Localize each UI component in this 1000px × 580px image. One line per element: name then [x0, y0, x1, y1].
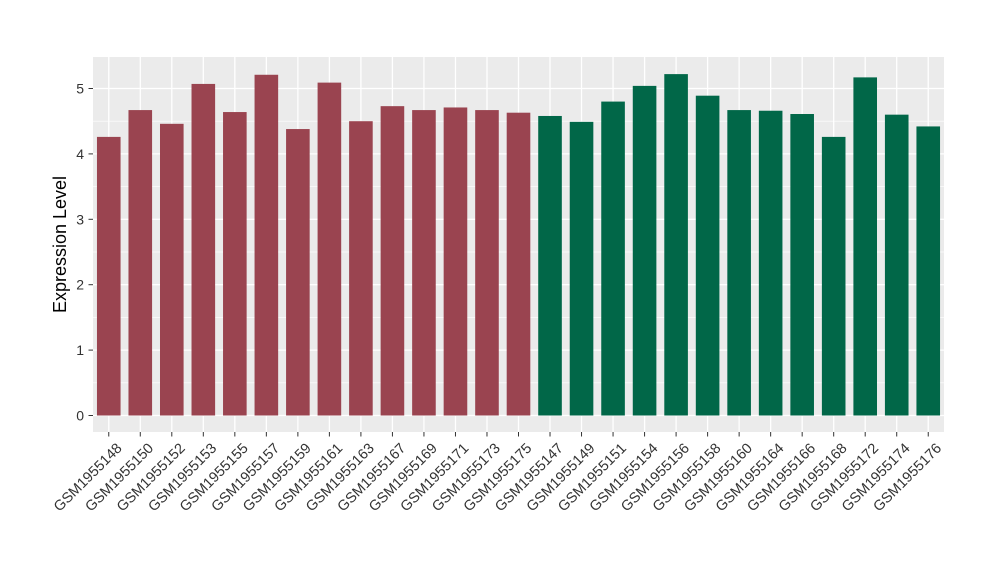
bar-GSM1955159	[286, 129, 310, 416]
bars	[96, 74, 941, 416]
y-axis-title: Expression Level	[50, 176, 70, 313]
bar-GSM1955152	[159, 123, 184, 416]
bar-GSM1955153	[191, 83, 216, 416]
y-tick-label: 4	[76, 146, 84, 162]
y-tick-label: 0	[76, 408, 84, 424]
bar-GSM1955151	[601, 101, 625, 416]
bar-GSM1955167	[380, 106, 405, 416]
bar-GSM1955160	[727, 110, 751, 416]
bar-GSM1955173	[475, 110, 499, 416]
bar-GSM1955166	[790, 114, 814, 416]
y-tick-label: 2	[76, 277, 84, 293]
bar-GSM1955158	[695, 95, 720, 416]
bar-GSM1955175	[506, 112, 531, 416]
bar-GSM1955174	[884, 114, 909, 416]
bar-GSM1955150	[128, 110, 153, 416]
bar-GSM1955163	[349, 121, 373, 416]
bar-GSM1955171	[443, 107, 468, 416]
bar-GSM1955169	[412, 110, 436, 416]
bar-GSM1955164	[758, 110, 783, 416]
bar-GSM1955148	[96, 136, 121, 416]
bar-GSM1955161	[317, 82, 342, 416]
bar-GSM1955168	[821, 136, 846, 416]
y-tick-label: 5	[76, 81, 84, 97]
y-tick-label: 1	[76, 342, 84, 358]
bar-GSM1955154	[632, 85, 657, 416]
bar-GSM1955156	[664, 74, 688, 416]
y-tick-label: 3	[76, 211, 84, 227]
bar-GSM1955147	[538, 115, 562, 416]
bar-GSM1955172	[853, 77, 878, 416]
bar-GSM1955155	[223, 112, 247, 416]
bar-GSM1955176	[916, 126, 941, 416]
bar-GSM1955149	[569, 121, 594, 416]
bar-GSM1955157	[254, 74, 279, 416]
